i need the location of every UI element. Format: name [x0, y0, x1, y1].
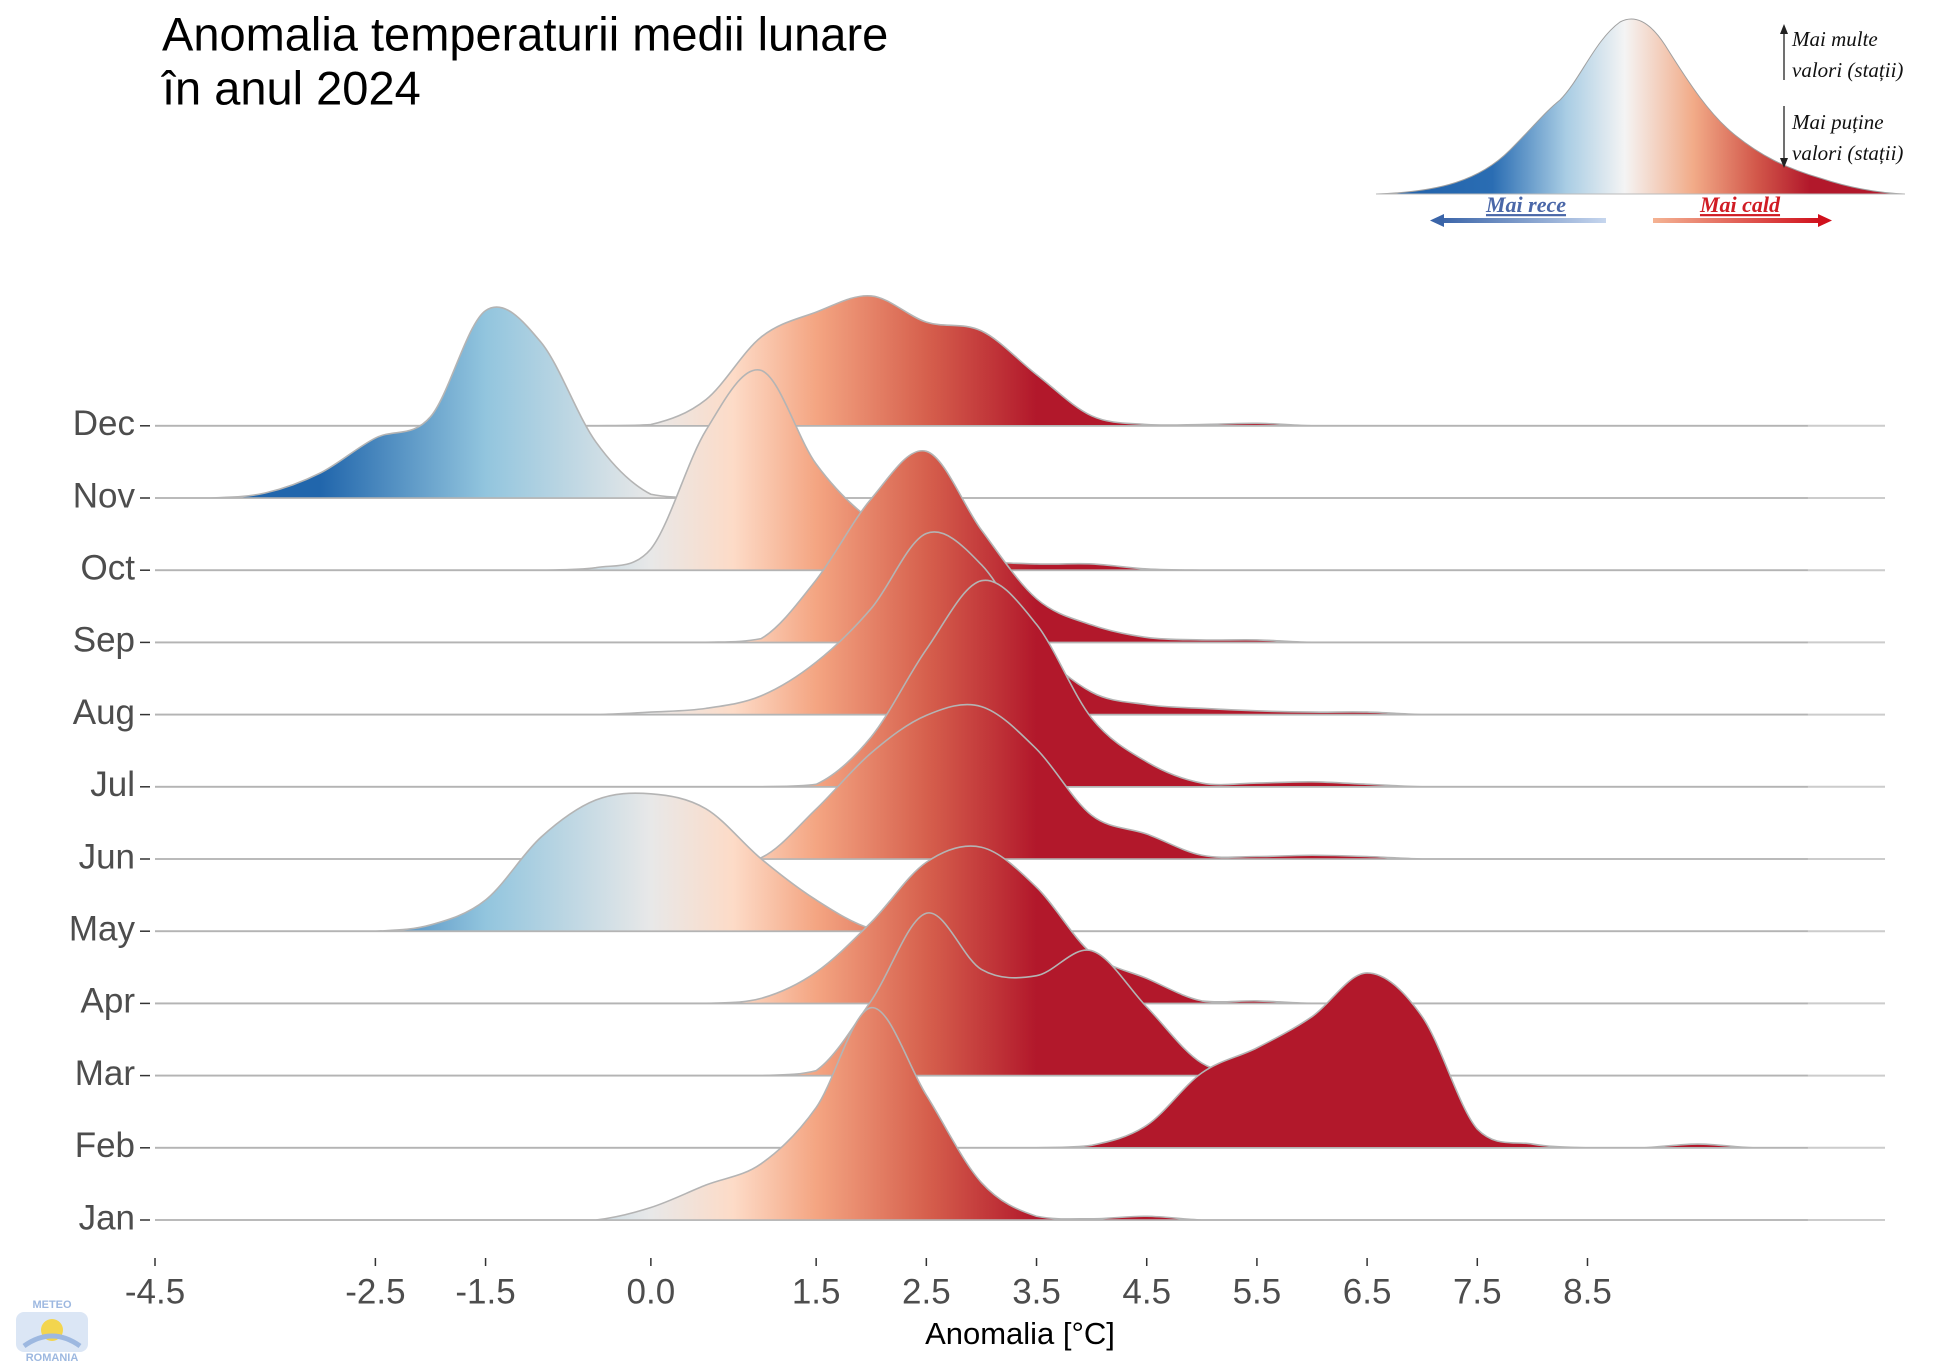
legend-key-text: valori (stații) — [1792, 58, 1903, 82]
legend-key: Mai multe valori (stații) Mai puține val… — [1375, 18, 1906, 227]
x-tick-label: 1.5 — [792, 1272, 841, 1311]
legend-key-arrowhead — [1430, 214, 1444, 227]
x-tick-label: -2.5 — [345, 1272, 405, 1311]
logo: METEO ROMANIA — [16, 1299, 88, 1364]
y-tick-label: Apr — [81, 982, 136, 1021]
x-tick-label: 7.5 — [1453, 1272, 1502, 1311]
x-tick-label: 3.5 — [1012, 1272, 1061, 1311]
x-tick-label: 6.5 — [1343, 1272, 1392, 1311]
ridge — [155, 1006, 1808, 1221]
x-tick-label: 5.5 — [1233, 1272, 1282, 1311]
legend-key-shape — [1375, 18, 1906, 195]
legend-key-colder: Mai rece — [1485, 192, 1566, 217]
y-tick-label: Mar — [75, 1054, 136, 1093]
ridge — [155, 579, 1808, 788]
x-tick-label: 8.5 — [1563, 1272, 1612, 1311]
y-tick-label: Feb — [75, 1126, 135, 1165]
x-tick-label: -4.5 — [125, 1272, 185, 1311]
y-tick-label: Aug — [73, 693, 135, 732]
x-tick-label: 4.5 — [1122, 1272, 1171, 1311]
legend-key-cold-arrow — [1440, 218, 1606, 223]
ridges — [154, 295, 1885, 1221]
logo-text: METEO — [32, 1299, 72, 1311]
logo-wave — [22, 1333, 82, 1349]
ridge — [154, 912, 1808, 1077]
y-tick-label: Oct — [81, 548, 136, 587]
x-tick-label: 0.0 — [627, 1272, 676, 1311]
legend-key-arrowhead — [1780, 24, 1788, 34]
x-axis-title: Anomalia [°C] — [925, 1316, 1115, 1351]
legend-key-text: valori (stații) — [1792, 141, 1903, 165]
x-tick-label: 2.5 — [902, 1272, 951, 1311]
x-tick-label: -1.5 — [455, 1272, 515, 1311]
chart-title: Anomalia temperaturii medii lunare — [162, 7, 888, 60]
y-tick-label: Sep — [73, 621, 135, 660]
y-tick-label: Dec — [73, 404, 135, 443]
legend-key-text: Mai puține — [1791, 110, 1884, 134]
ridge — [155, 703, 1808, 860]
legend-key-warmer: Mai cald — [1699, 192, 1781, 217]
y-tick-label: Jul — [90, 765, 135, 804]
y-tick-label: May — [69, 909, 136, 948]
y-tick-label: Jan — [79, 1198, 135, 1237]
legend-key-arrowhead — [1818, 214, 1832, 227]
y-tick-label: Nov — [73, 476, 136, 515]
ridge — [155, 845, 1808, 1005]
legend-key-warm-arrow — [1653, 218, 1821, 223]
legend-key-text: Mai multe — [1791, 27, 1878, 51]
y-tick-label: Jun — [79, 837, 135, 876]
ridge — [155, 972, 1808, 1149]
ridge — [155, 449, 1808, 644]
chart-title: în anul 2024 — [160, 61, 421, 114]
logo-text: ROMANIA — [26, 1352, 79, 1364]
legend-key-arrowhead — [1780, 158, 1788, 168]
